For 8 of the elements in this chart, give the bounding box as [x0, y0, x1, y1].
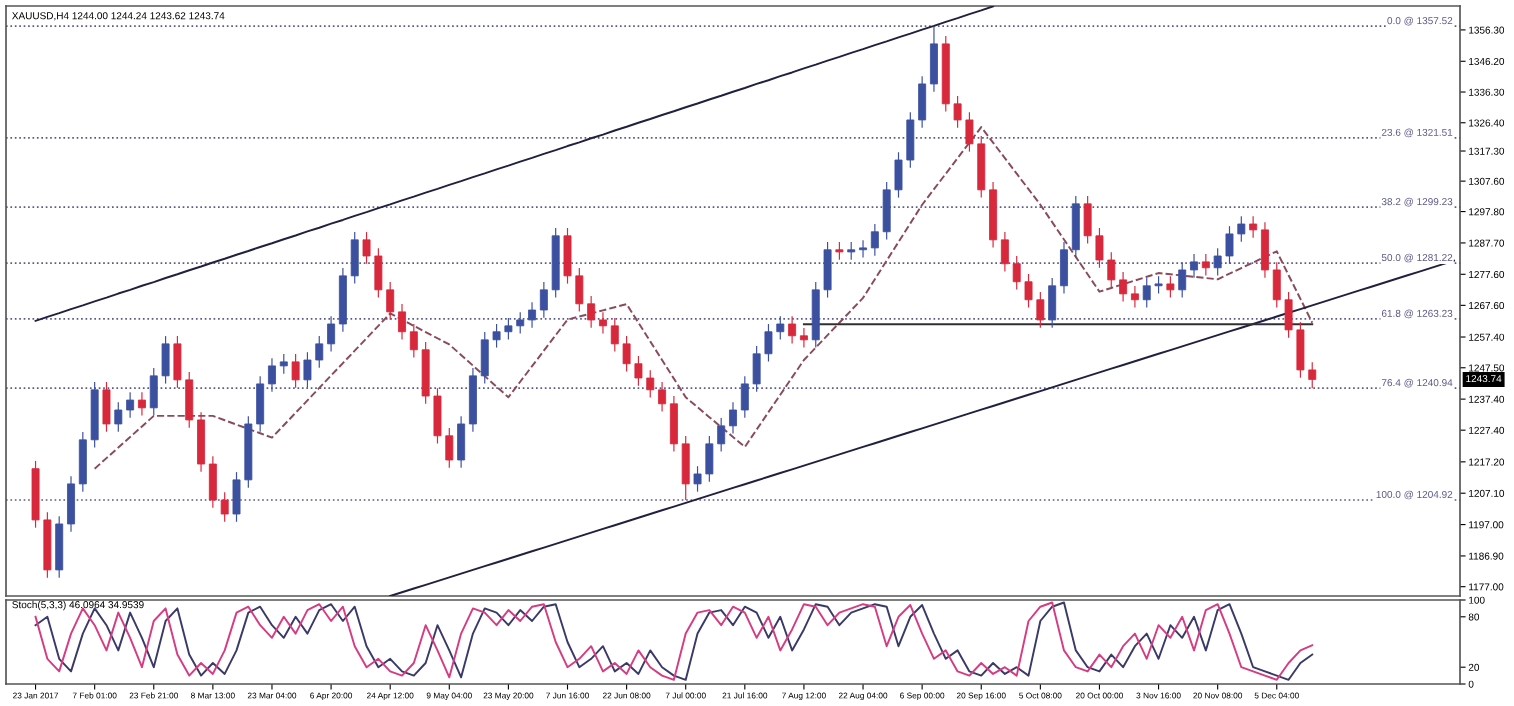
candlestick — [859, 240, 867, 258]
candlestick — [1190, 254, 1198, 278]
candlestick — [599, 312, 607, 334]
candlestick — [528, 302, 537, 328]
candlestick — [137, 392, 146, 416]
candlestick — [799, 328, 808, 348]
line-series — [389, 259, 1456, 596]
candlestick — [1130, 286, 1139, 308]
